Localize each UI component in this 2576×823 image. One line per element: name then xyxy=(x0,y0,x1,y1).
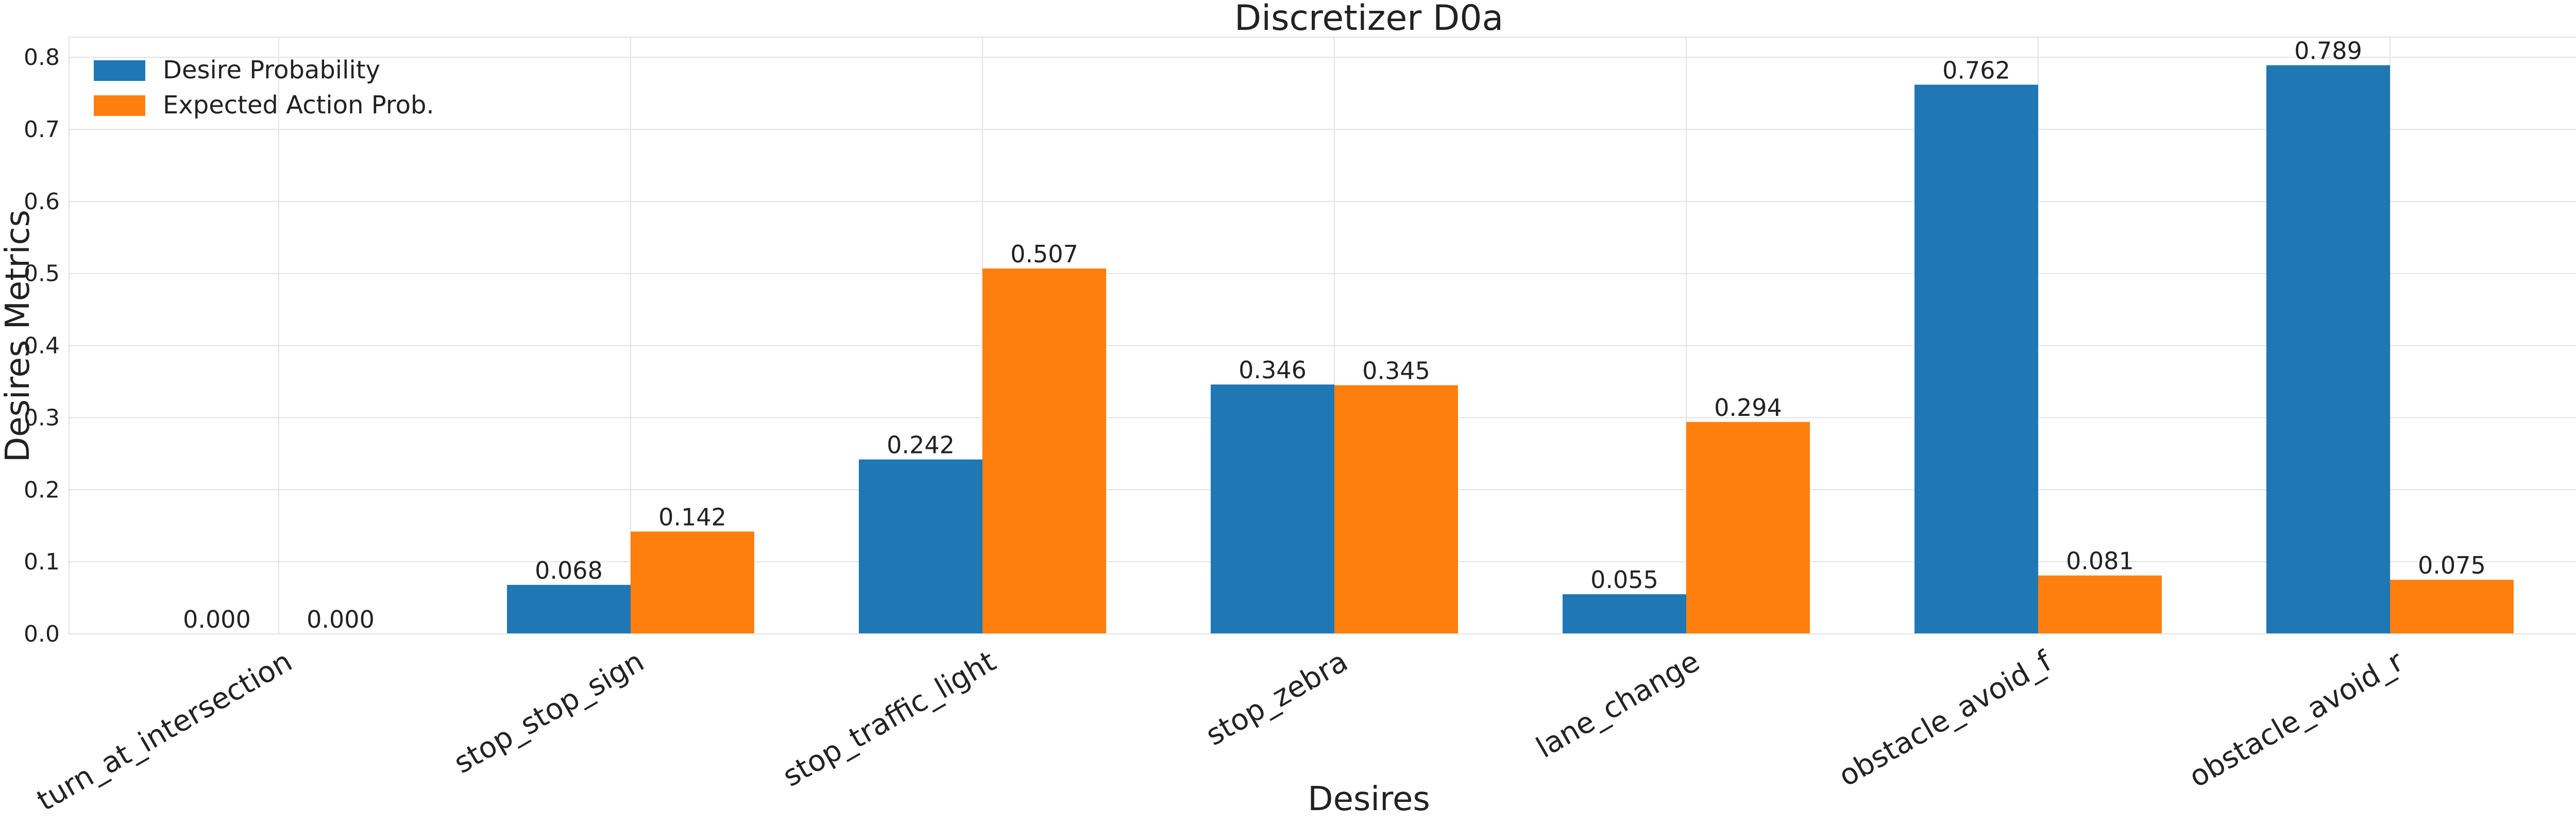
x-tick-label: turn_at_intersection xyxy=(31,645,298,818)
bar-value-label: 0.068 xyxy=(535,557,603,584)
y-tick-label: 0.1 xyxy=(24,549,60,575)
x-tick-label: obstacle_avoid_r xyxy=(2183,644,2410,794)
legend-swatch xyxy=(94,60,145,81)
legend: Desire Probability Expected Action Prob. xyxy=(94,56,434,120)
bar-value-label: 0.000 xyxy=(307,606,375,633)
chart-title: Discretizer D0a xyxy=(1234,0,1503,39)
bar-value-label: 0.789 xyxy=(2294,37,2362,65)
bar-desire-probability xyxy=(859,459,982,634)
bars-layer xyxy=(507,65,2514,634)
bar-value-label: 0.081 xyxy=(2066,547,2134,575)
x-tick-label: stop_traffic_light xyxy=(777,645,1002,794)
bar-value-label: 0.507 xyxy=(1010,240,1078,268)
bar-desire-probability xyxy=(2266,65,2390,634)
bar-expected-action-prob xyxy=(631,531,754,634)
bar-value-label: 0.055 xyxy=(1590,566,1658,594)
bar-expected-action-prob xyxy=(982,268,1106,634)
y-axis-title: Desires Metrics xyxy=(0,210,37,462)
bar-value-label: 0.000 xyxy=(183,606,251,633)
bar-value-label: 0.242 xyxy=(887,431,955,459)
bar-value-label: 0.762 xyxy=(1942,56,2010,84)
bar-expected-action-prob xyxy=(2390,580,2514,634)
y-tick-label: 0.6 xyxy=(24,189,60,215)
y-tick-label: 0.8 xyxy=(24,44,60,71)
y-tick-label: 0.4 xyxy=(24,333,60,359)
bar-value-label: 0.345 xyxy=(1362,357,1430,385)
bar-value-label: 0.142 xyxy=(658,503,726,531)
y-tick-label: 0.7 xyxy=(24,116,60,143)
bar-value-label: 0.075 xyxy=(2418,551,2486,579)
bar-expected-action-prob xyxy=(1686,422,1810,634)
y-tick-label: 0.5 xyxy=(24,261,60,287)
bar-value-label: 0.294 xyxy=(1714,394,1782,422)
bar-desire-probability xyxy=(1211,384,1334,634)
y-tick-label: 0.3 xyxy=(24,405,60,431)
plot-frame xyxy=(69,37,2576,634)
x-tick-label: lane_change xyxy=(1531,645,1705,765)
x-tick-label: obstacle_avoid_f xyxy=(1833,644,2058,793)
bar-expected-action-prob xyxy=(1334,385,1458,634)
bar-desire-probability xyxy=(1914,85,2038,634)
legend-label: Desire Probability xyxy=(163,56,380,85)
bar-labels-layer: 0.000 0.068 0.242 0.346 0.055 0.762 0.789 0.000… xyxy=(183,37,2486,633)
bar-desire-probability xyxy=(507,584,631,634)
x-tick-label: stop_stop_sign xyxy=(448,645,650,780)
y-tick-label: 0.0 xyxy=(24,621,60,647)
legend-swatch xyxy=(94,95,145,116)
x-axis-title: Desires xyxy=(1308,780,1430,818)
x-tick-label: stop_zebra xyxy=(1200,645,1353,752)
bar-value-label: 0.346 xyxy=(1239,356,1307,384)
y-tick-label: 0.2 xyxy=(24,477,60,503)
bar-desire-probability xyxy=(1563,594,1686,634)
bar-expected-action-prob xyxy=(2038,575,2162,634)
legend-label: Expected Action Prob. xyxy=(163,91,434,120)
